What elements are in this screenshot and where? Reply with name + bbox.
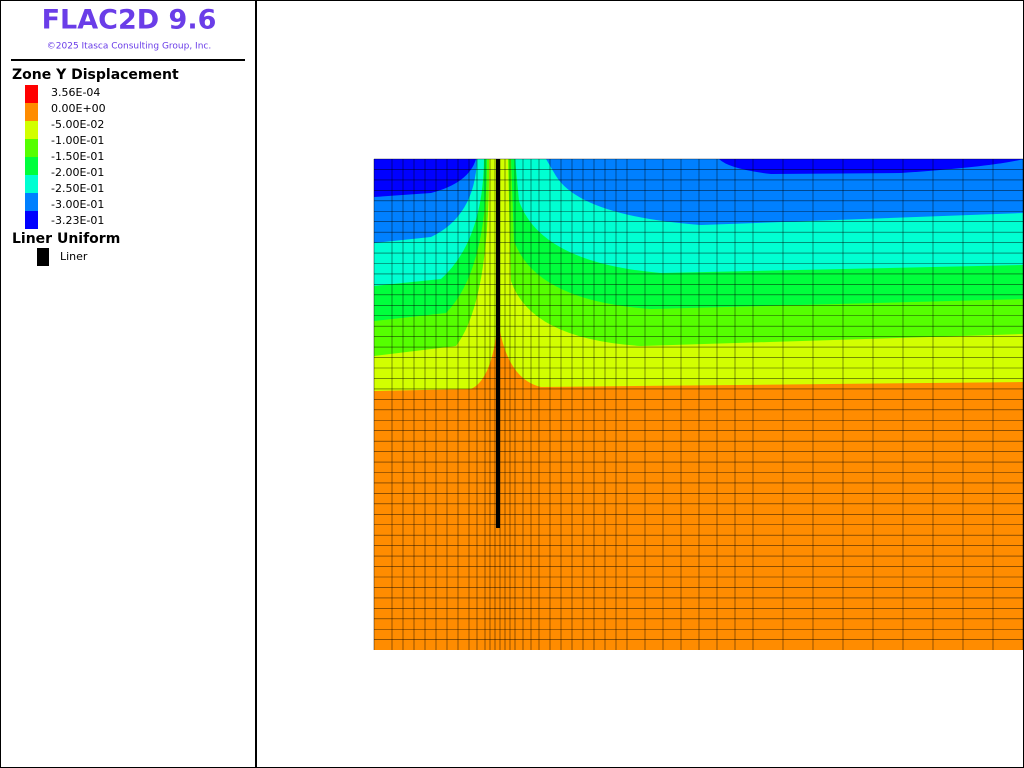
contour-band [546, 159, 1023, 225]
liner-swatch [37, 248, 49, 266]
legend-label: 0.00E+00 [51, 102, 106, 115]
liner [496, 159, 500, 528]
legend-label: -1.50E-01 [51, 150, 104, 163]
legend-title: Zone Y Displacement [12, 67, 179, 83]
legend-label: 3.56E-04 [51, 86, 100, 99]
legend-swatch [25, 193, 38, 211]
contour-plot [374, 159, 1023, 650]
legend-label: -3.23E-01 [51, 214, 104, 227]
legend-swatch [25, 211, 38, 229]
legend-swatch [25, 157, 38, 175]
legend-label: -5.00E-02 [51, 118, 104, 131]
legend: 3.56E-04 0.00E+00 -5.00E-02 -1.00E-01 -1.50E… [25, 85, 106, 229]
legend-label: -1.00E-01 [51, 134, 104, 147]
mesh [373, 158, 1023, 650]
app-title: FLAC2D 9.6 [42, 5, 217, 36]
legend-swatch [25, 175, 38, 193]
liner-legend-title: Liner Uniform [12, 231, 120, 247]
legend-swatch [25, 85, 38, 103]
contour-band [719, 159, 1023, 174]
legend-label: -3.00E-01 [51, 198, 104, 211]
legend-label: -2.50E-01 [51, 182, 104, 195]
copyright: ©2025 Itasca Consulting Group, Inc. [47, 42, 211, 52]
legend-swatch [25, 121, 38, 139]
legend-swatch [25, 139, 38, 157]
legend-swatch [25, 103, 38, 121]
liner-label: Liner [60, 250, 88, 263]
legend-label: -2.00E-01 [51, 166, 104, 179]
